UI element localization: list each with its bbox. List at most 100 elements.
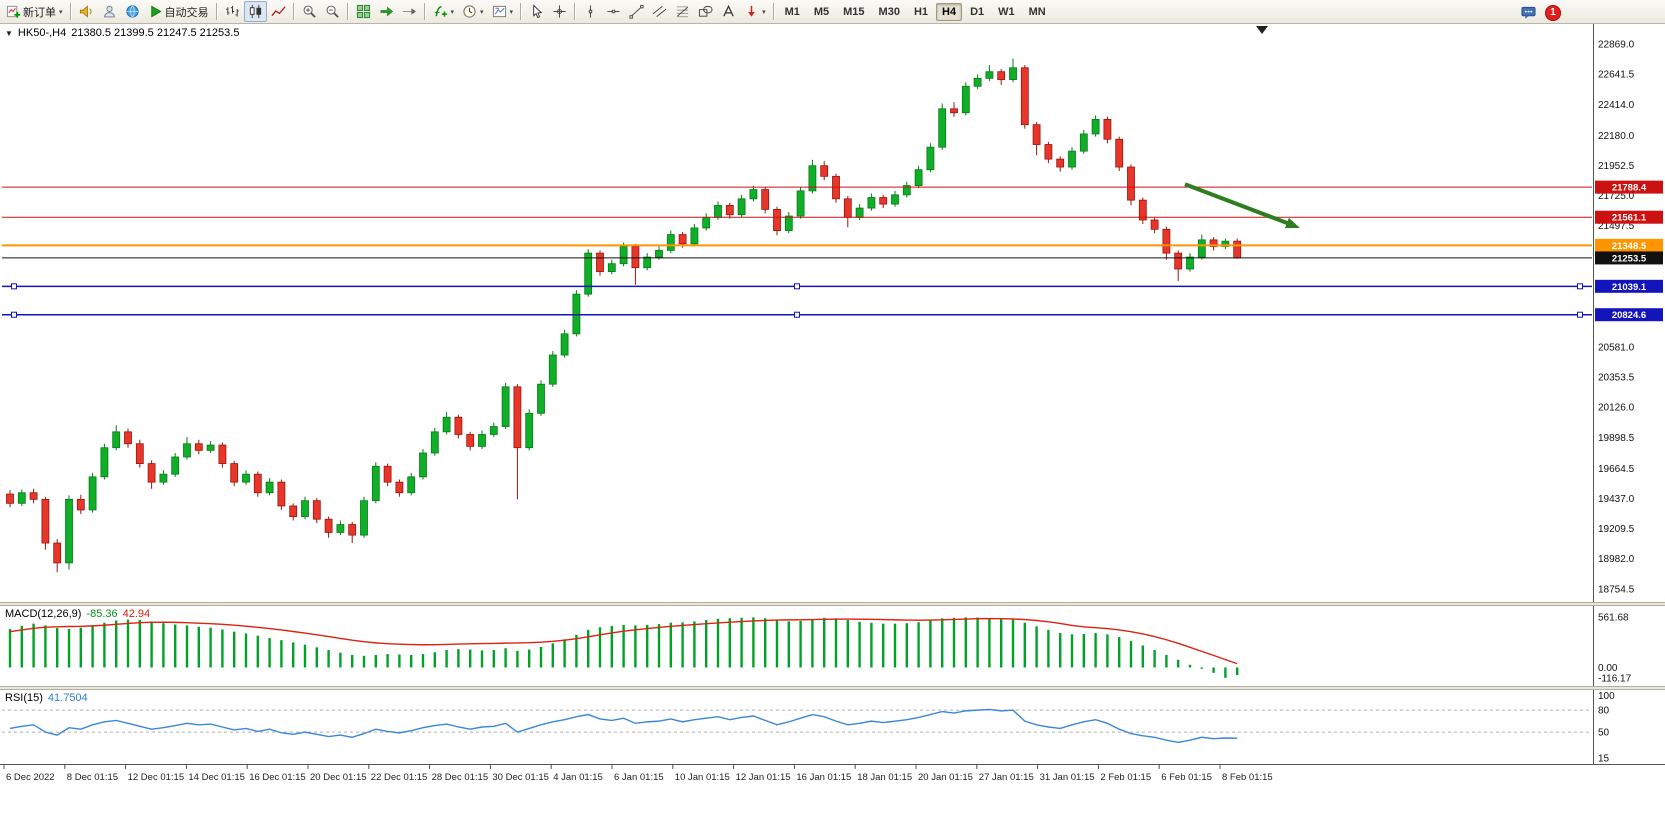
timeframe-w1-button[interactable]: W1 [998,5,1015,18]
toolbar-separator [69,3,72,20]
chart-window: 22869.0 22641.5 22414.0 22180.0 21952.5 21725… [0,24,1665,834]
templates-button[interactable]: ▾ [488,1,518,22]
community-chat-button[interactable] [1517,2,1540,23]
time-axis[interactable]: 6 Dec 2022 8 Dec 01:15 12 Dec 01:15 14 Dec … [0,764,1665,788]
timeframe-m15-button[interactable]: M15 [843,5,865,18]
channel-icon [652,5,667,18]
macd-chart: 561.68 0.00-116.17 [8,606,1632,686]
rsi-title: RSI(15) [5,692,43,704]
symbol-dropdown-icon[interactable]: ▼ [5,28,13,38]
macd-axis-label: -116.17 [1598,673,1632,684]
caret-down-icon: ▾ [762,8,766,16]
time-axis-label: 27 Jan 01:15 [979,772,1034,783]
trendline-button[interactable] [625,1,648,22]
rsi-chart: 100 80 50 15 [2,690,1616,764]
indicators-button[interactable]: ▾ [429,1,459,22]
chart-shift-marker[interactable] [1256,26,1268,34]
pane-divider[interactable] [0,686,1665,690]
vertical-line-button[interactable] [579,1,602,22]
channel-button[interactable] [648,1,671,22]
crosshair-button[interactable] [548,1,571,22]
text-icon [723,4,734,17]
trend-arrow-annotation[interactable] [1184,182,1300,229]
toolbar-separator [346,3,349,20]
caret-down-icon: ▾ [59,8,63,16]
time-axis-label: 2 Feb 01:15 [1100,772,1151,783]
symbol-timeframe-label: HK50-,H4 [17,27,67,39]
price-axis-label: 21725.0 [1598,191,1635,202]
timeframe-m5-button[interactable]: M5 [813,5,830,18]
zoom-in-button[interactable] [298,1,321,22]
profile-button[interactable] [98,1,121,22]
hline-21039.1[interactable] [2,283,1592,290]
tile-windows-button[interactable] [352,1,375,22]
price-axis-label: 21497.5 [1598,221,1635,232]
time-axis-label: 20 Dec 01:15 [310,772,367,783]
rsi-axis[interactable]: 100 80 50 15 [1593,690,1616,764]
zoomout-icon [326,5,339,18]
clock-icon [463,5,476,18]
zoom-out-button[interactable] [321,1,344,22]
time-axis-label: 12 Jan 01:15 [736,772,791,783]
toolbar-separator [520,3,523,20]
timeframe-d1-button[interactable]: D1 [970,5,985,18]
macd-pane: 561.68 0.00 -116.17 MACD(12,26,9) -85.36 4… [0,606,1665,686]
candlestick-button[interactable] [243,1,267,22]
neworder-icon [6,5,21,18]
periods-button[interactable]: ▾ [458,1,488,22]
linechart-icon [270,6,286,17]
text-button[interactable] [717,1,740,22]
macd-axis[interactable]: 561.68 0.00-116.17 [1593,606,1632,686]
pane-divider[interactable] [0,602,1665,606]
autotrade-button-label: 自动交易 [164,6,209,19]
svg-text:21561.1: 21561.1 [1612,213,1647,224]
time-axis-label: 6 Dec 2022 [6,772,55,783]
main-chart-pane: 22869.0 22641.5 22414.0 22180.0 21952.5 21725… [0,24,1665,602]
profile-icon [103,5,115,18]
shapes-button[interactable] [694,1,717,22]
price-axis-label: 20581.0 [1598,342,1635,353]
line-chart-button[interactable] [267,1,290,22]
time-axis-label: 8 Dec 01:15 [67,772,118,783]
price-badge-21788.4: 21788.4 [1595,180,1663,194]
crosshair-icon [553,5,566,18]
chart-shift-button[interactable] [398,1,421,22]
rsi-line [9,708,1238,744]
sound-button[interactable] [75,1,98,22]
main-toolbar: 新订单 ▾ 自动交易 ▾ ▾ ▾ ▾ M1 M5 M15 M30 H1 H4 D1 W1 MN 1 [0,0,1665,24]
timeframe-h4-button[interactable]: H4 [936,2,963,21]
toolbar-separator [215,3,218,20]
timeframe-mn-button[interactable]: MN [1028,5,1046,18]
svg-text:20824.6: 20824.6 [1612,310,1646,321]
bar-chart-button[interactable] [221,1,244,22]
ohlc-values: 21380.5 21399.5 21247.5 21253.5 [71,27,240,39]
horn-icon [79,5,92,18]
play-icon [150,5,162,18]
price-axis-label: 19664.5 [1598,464,1635,475]
auto-scroll-button[interactable] [375,1,398,22]
autotrade-button[interactable]: 自动交易 [144,1,213,23]
timeframe-m1-button[interactable]: M1 [784,5,800,18]
arrows-button[interactable]: ▾ [740,1,770,22]
notification-badge[interactable]: 1 [1545,4,1561,21]
bottom-filler [0,788,1665,834]
fibonacci-button[interactable] [671,1,694,22]
tile-icon [356,4,370,19]
cursor-button[interactable] [525,1,548,22]
time-axis-label: 30 Dec 01:15 [492,772,549,783]
price-axis-label: 19437.0 [1598,494,1635,505]
price-axis[interactable]: 22869.0 22641.5 22414.0 22180.0 21952.5 21725… [1593,24,1635,602]
time-axis-label: 8 Feb 01:15 [1222,772,1273,783]
community-button[interactable] [121,1,144,22]
indicators-icon [434,6,447,17]
arrowmarker-icon [748,5,755,17]
price-chart: 22869.0 22641.5 22414.0 22180.0 21952.5 21725… [2,24,1663,602]
timeframe-h1-button[interactable]: H1 [913,5,929,18]
new-order-button[interactable]: 新订单 ▾ [2,1,67,23]
candles-layer [6,58,1242,573]
timeframe-m30-button[interactable]: M30 [878,5,900,18]
hline-20824.6[interactable] [2,311,1592,318]
horizontal-line-button[interactable] [602,1,625,22]
candles-icon [249,4,261,19]
price-badge-21039.1: 21039.1 [1595,279,1663,293]
